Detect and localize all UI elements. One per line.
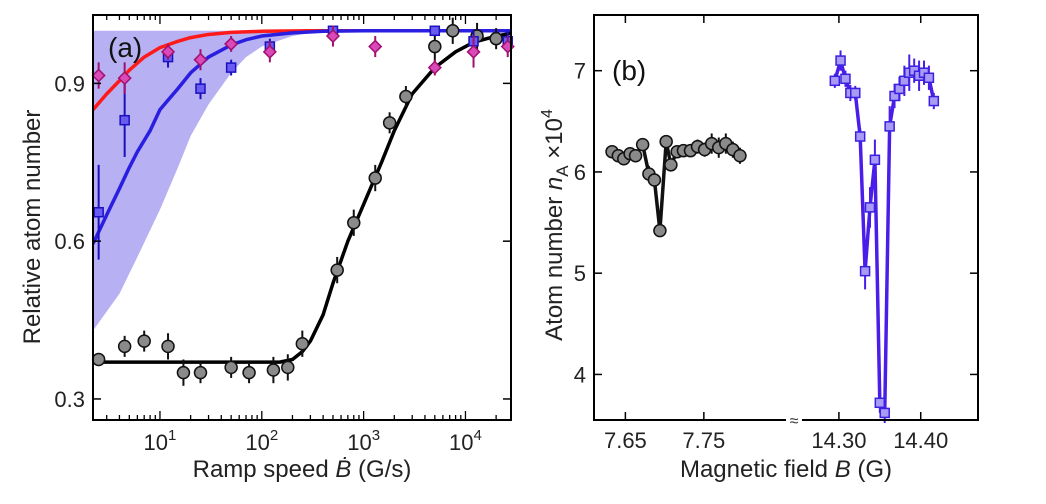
data-point — [242, 365, 256, 380]
x-tick-label: 7.75 — [682, 428, 725, 453]
data-point — [330, 263, 344, 277]
data-point — [869, 154, 881, 166]
data-point — [193, 52, 208, 67]
data-point — [161, 339, 175, 354]
data-point — [445, 24, 460, 38]
data-point — [659, 134, 673, 149]
data-point — [428, 39, 442, 54]
uncertainty-band-area — [93, 30, 511, 331]
data-point — [635, 137, 650, 152]
y-axis-title-b: Atom number nA ×104 — [539, 109, 572, 341]
data-point — [281, 360, 295, 375]
fit-curves — [93, 29, 511, 364]
data-point — [91, 352, 106, 367]
y-tick-label: 0.3 — [54, 387, 85, 412]
fit-curve — [93, 29, 511, 245]
data-point — [225, 62, 237, 73]
data-point — [829, 75, 841, 87]
data-point — [325, 28, 341, 44]
data-point — [835, 55, 846, 66]
fit-curve — [93, 31, 511, 364]
data-point — [884, 121, 895, 132]
data-point — [850, 87, 861, 99]
data-point — [295, 336, 310, 351]
data-point — [466, 44, 481, 59]
x-axis-title-b: Magnetic field B (G) — [680, 456, 892, 483]
data-point — [262, 44, 277, 59]
data-point — [266, 363, 281, 377]
fit-curve — [93, 29, 511, 111]
data-point — [224, 36, 239, 51]
data-point — [733, 148, 747, 163]
panel-label-a: (a) — [108, 32, 142, 63]
data-point — [119, 114, 130, 126]
data-point — [93, 206, 104, 218]
y-tick-label: 6 — [574, 160, 586, 185]
x-tick-label: 14.30 — [811, 428, 866, 453]
x-tick-label: 102 — [245, 427, 278, 455]
data-point — [382, 116, 397, 130]
axis-break-gap — [786, 410, 802, 426]
axis-break-mark: ≈ — [790, 413, 799, 430]
data-point — [628, 148, 643, 163]
y-tick-label: 0.6 — [54, 229, 85, 254]
data-point — [91, 68, 106, 83]
y-axis-title-a: Relative atom number — [19, 110, 46, 345]
data-point — [429, 25, 441, 37]
data-point — [664, 158, 678, 172]
data-point — [193, 365, 208, 380]
x-tick-label: 7.65 — [604, 428, 647, 453]
panel-label-b: (b) — [612, 55, 646, 86]
data-point — [117, 71, 132, 86]
data-point — [874, 397, 886, 409]
data-point — [399, 89, 413, 104]
data-point — [647, 173, 662, 187]
axis-ticks-b: 4 5 6 7 7.65 7.75 14.30 14.40 — [574, 15, 978, 453]
data-point — [864, 202, 876, 213]
data-line — [833, 58, 936, 415]
data-point — [117, 339, 132, 354]
data-point — [489, 31, 503, 46]
uncertainty-band — [93, 30, 511, 331]
data-point — [840, 73, 851, 85]
data-point — [224, 360, 238, 375]
data-point — [368, 39, 383, 54]
data-point — [427, 60, 442, 75]
data-point — [160, 44, 176, 59]
data-point — [854, 131, 866, 142]
data-point — [879, 407, 890, 419]
axis-ticks-a: 0.3 0.6 0.9 101 102 103 104 — [54, 15, 511, 455]
data-point — [923, 72, 935, 84]
data-point — [928, 95, 940, 107]
data-points-b — [605, 50, 940, 424]
data-point — [137, 334, 151, 348]
x-tick-label: 104 — [449, 427, 482, 455]
panel-a: 0.3 0.6 0.9 101 102 103 104 (a) Relative atom … — [19, 14, 515, 483]
x-tick-label: 103 — [347, 427, 380, 455]
plot-frame-a — [92, 14, 512, 421]
data-point — [859, 265, 871, 277]
x-axis-title-a: Ramp speed Ḃ (G/s) — [193, 456, 412, 483]
panel-b: ≈ 4 5 6 7 7.65 7.75 14.30 14.40 (b) Atom number… — [539, 14, 979, 483]
y-tick-label: 5 — [574, 261, 586, 286]
y-tick-label: 7 — [574, 59, 586, 84]
y-tick-label: 0.9 — [54, 71, 85, 96]
data-points-a — [91, 17, 515, 386]
x-tick-label: 14.40 — [893, 428, 948, 453]
data-point — [195, 83, 206, 94]
data-point — [368, 171, 382, 185]
x-tick-label: 101 — [144, 427, 177, 455]
data-point — [347, 216, 361, 230]
y-tick-label: 4 — [574, 362, 586, 387]
data-point — [176, 365, 191, 380]
data-point — [653, 223, 667, 238]
